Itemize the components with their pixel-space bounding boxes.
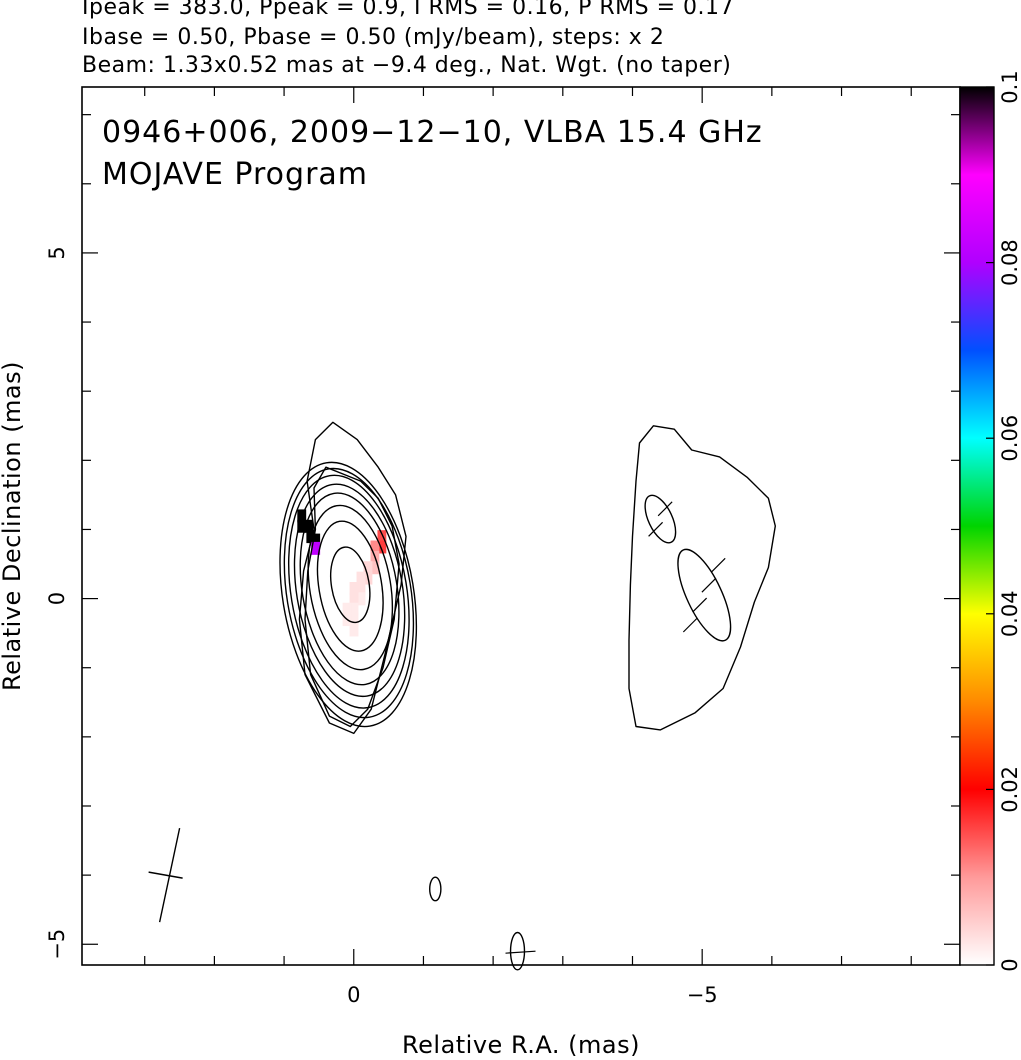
core-contour-1 [316, 520, 384, 652]
colorbar-tick-label: 0.08 [998, 239, 1021, 286]
pol-pixel-4 [311, 533, 321, 547]
small-marker [505, 950, 536, 954]
colorbar-tick-label: 0.1 [998, 70, 1021, 103]
chart-title: 0946+006, 2009−12−10, VLBA 15.4 GHz [102, 115, 763, 150]
intensity-contours [279, 421, 776, 971]
hatch-1-2 [692, 597, 708, 613]
header-line-2: Ibase = 0.50, Pbase = 0.50 (mJy/beam), s… [82, 25, 665, 50]
y-axis-label: Relative Declination (mas) [0, 361, 26, 691]
jet-contour [628, 425, 776, 731]
beam-and-markers [148, 827, 536, 954]
x-axis-label: Relative R.A. (mas) [402, 1031, 640, 1059]
hatch-0-1 [648, 521, 664, 537]
colorbar-tick-label: 0.02 [998, 766, 1021, 813]
pol-pixel-6 [377, 530, 387, 544]
small-contour-1 [509, 931, 526, 971]
header-line-1: Ipeak = 383.0, Ppeak = 0.9, I RMS = 0.16… [82, 0, 734, 20]
colorbar-tick-label: 0.04 [998, 590, 1021, 637]
core-contour-2 [307, 504, 394, 671]
x-tick-label: 0 [347, 983, 360, 1007]
x-tick-label: −5 [687, 983, 718, 1007]
beam-minor-axis [148, 871, 183, 879]
header-line-3: Beam: 1.33x0.52 mas at −9.4 deg., Nat. W… [82, 53, 732, 78]
pol-pixel-1 [297, 519, 307, 533]
hatch-1-1 [701, 577, 717, 593]
colorbar-tick-label: 0.06 [998, 415, 1021, 462]
pol-pixel-17 [349, 592, 359, 606]
pol-pixel-11 [363, 561, 373, 575]
colorbar-tick-label: 0 [998, 958, 1021, 971]
pol-pixel-7 [377, 540, 387, 554]
colorbar-gradient [959, 86, 995, 966]
pol-pixel-20 [342, 602, 352, 616]
negative-contours [644, 494, 732, 642]
colorbar: 0 0.02 0.04 0.06 0.08 0.1 [959, 70, 1021, 972]
pol-pixel-10 [370, 561, 380, 575]
chart-subtitle: MOJAVE Program [102, 157, 368, 192]
pol-pixel-14 [356, 581, 366, 595]
core-contour-6 [283, 467, 415, 719]
axis-ticks: 0 −5 −5 0 5 [45, 87, 960, 1007]
small-contour-0 [429, 876, 442, 902]
core-contour-3 [299, 492, 400, 686]
pol-pixel-5 [311, 541, 321, 555]
pol-pixel-22 [349, 623, 359, 637]
plot-frame [81, 86, 961, 966]
pol-pixel-2 [304, 519, 314, 533]
y-tick-label: −5 [45, 929, 69, 960]
pol-pixel-3 [306, 530, 316, 544]
polarization-pixels [297, 509, 387, 637]
core-contour-7 [279, 461, 418, 728]
core-contour-0 [330, 546, 371, 624]
hatch-1-3 [682, 617, 698, 633]
y-tick-label: 5 [45, 246, 69, 259]
pol-pixel-16 [349, 581, 359, 595]
core-contour-4 [293, 483, 406, 698]
pol-pixel-13 [356, 571, 366, 585]
hatch-1-0 [710, 557, 726, 573]
hatch-0-0 [657, 501, 673, 517]
negative-contour-0 [644, 494, 677, 544]
pol-pixel-15 [356, 592, 366, 606]
negative-contour-1 [677, 548, 732, 642]
y-tick-label: 0 [45, 592, 69, 605]
pol-pixel-18 [349, 602, 359, 616]
pol-pixel-19 [349, 613, 359, 627]
core-contour-5 [287, 474, 410, 709]
plot-border [81, 86, 961, 966]
pol-pixel-8 [370, 540, 380, 554]
